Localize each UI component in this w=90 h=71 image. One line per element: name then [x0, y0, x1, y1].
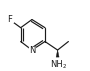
Text: N: N: [29, 46, 35, 55]
Bar: [60, 64, 69, 69]
Text: F: F: [7, 15, 12, 24]
Text: 2: 2: [63, 64, 66, 69]
Polygon shape: [56, 50, 59, 57]
Bar: [52, 62, 61, 68]
Text: NH: NH: [50, 60, 63, 69]
Bar: [29, 47, 35, 53]
Bar: [6, 17, 13, 22]
